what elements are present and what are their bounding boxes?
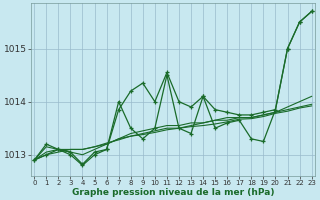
X-axis label: Graphe pression niveau de la mer (hPa): Graphe pression niveau de la mer (hPa) [72,188,274,197]
